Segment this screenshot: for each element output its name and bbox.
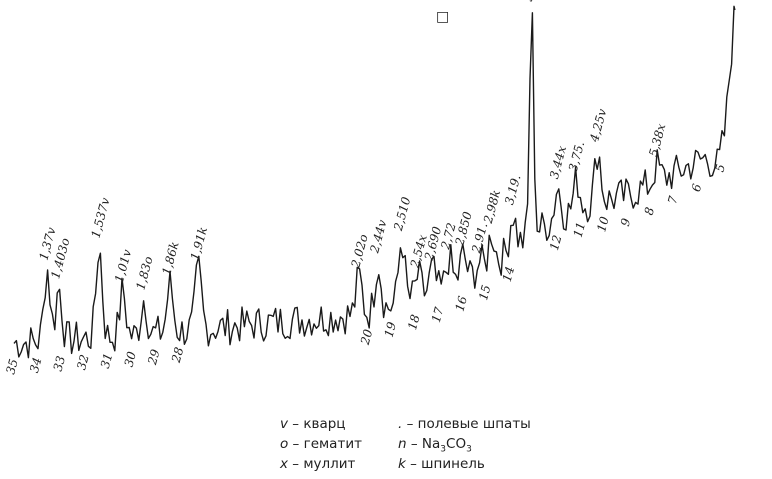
legend-item-soda: n – Na3CO3 bbox=[398, 436, 472, 455]
tick-label-18: 18 bbox=[405, 313, 423, 332]
peak-label-2: 1,537v bbox=[88, 196, 112, 240]
peak-label-12: 2,72 bbox=[438, 221, 459, 251]
legend-item-hematite: o – гематит bbox=[280, 436, 362, 452]
tick-label-20: 20 bbox=[358, 327, 376, 347]
legend-item-spinel: k – шпинель bbox=[398, 456, 485, 472]
peak-label-17: 3,31 bbox=[521, 0, 541, 3]
tick-label-6: 6 bbox=[689, 182, 705, 193]
tick-label-17: 17 bbox=[429, 305, 447, 324]
tick-label-34: 34 bbox=[27, 356, 44, 374]
peak-label-8: 2,44v bbox=[367, 218, 390, 255]
tick-label-16: 16 bbox=[452, 294, 470, 313]
peak-label-3: 1,01v bbox=[112, 248, 134, 284]
tick-label-28: 28 bbox=[169, 345, 187, 365]
peak-label-19: 3,75. bbox=[566, 140, 587, 173]
peak-label-15: 2,98k bbox=[481, 188, 504, 225]
tick-label-10: 10 bbox=[594, 215, 612, 234]
reference-tick-labels: 35 34 33 32 31 30 29 28 20 19 18 17 16 15 14 12 11 10 9876… bbox=[3, 162, 728, 375]
peak-label-6: 1,91k bbox=[188, 225, 210, 261]
tick-label-35: 35 bbox=[3, 357, 20, 375]
peak-label-18: 3,44x bbox=[547, 144, 569, 180]
tick-label-5: 5 bbox=[712, 162, 728, 173]
tick-label-29: 29 bbox=[145, 347, 163, 367]
tick-label-11: 11 bbox=[571, 220, 588, 238]
tick-label-14: 14 bbox=[500, 265, 517, 283]
tick-label-30: 30 bbox=[122, 350, 140, 369]
tick-label-9: 9 bbox=[618, 216, 634, 227]
peak-label-14: 2,91. bbox=[469, 221, 491, 255]
peak-label-20: 4,25v bbox=[587, 107, 610, 144]
tick-label-12: 12 bbox=[547, 233, 564, 251]
peak-label-5: 1,86k bbox=[159, 240, 181, 276]
legend: v – кварц o – гематит x – муллит . – пол… bbox=[0, 416, 772, 476]
tick-label-31: 31 bbox=[98, 351, 115, 369]
tick-label-8: 8 bbox=[642, 205, 658, 216]
legend-item-quartz: v – кварц bbox=[280, 416, 346, 432]
tick-label-15: 15 bbox=[476, 283, 493, 301]
peak-label-21: 5,38x bbox=[646, 122, 668, 158]
legend-marker: □ bbox=[436, 9, 450, 25]
tick-label-32: 32 bbox=[74, 353, 91, 371]
peak-label-4: 1,83o bbox=[133, 255, 155, 291]
peak-label-16: 3,19. bbox=[502, 173, 523, 206]
tick-label-7: 7 bbox=[665, 194, 681, 205]
tick-label-19: 19 bbox=[382, 320, 400, 339]
peak-label-9: 2,510 bbox=[391, 195, 414, 233]
legend-item-feldspar: . – полевые шпаты bbox=[398, 416, 531, 432]
legend-item-mullite: x – муллит bbox=[280, 456, 356, 472]
diffraction-trace bbox=[13, 5, 736, 359]
tick-label-33: 33 bbox=[51, 354, 69, 373]
